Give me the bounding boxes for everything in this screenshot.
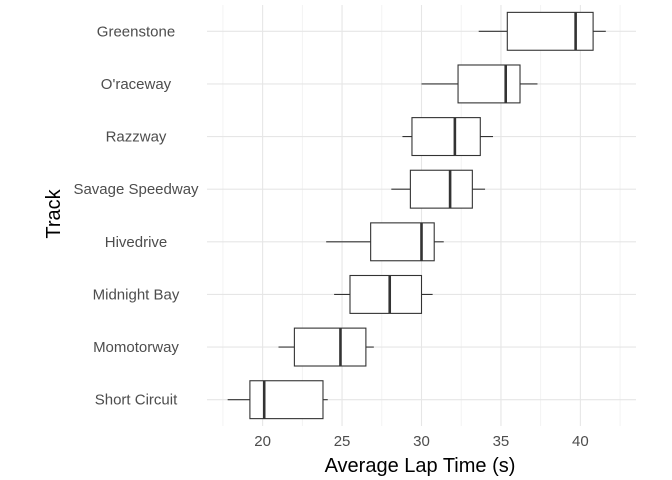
x-tick-label: 30: [413, 433, 430, 450]
box-2: [334, 274, 433, 314]
box-iqr: [457, 64, 521, 104]
box-iqr: [506, 11, 594, 51]
y-tick-label: O'raceway: [101, 76, 172, 93]
box-iqr: [409, 169, 473, 209]
y-axis-title: Track: [43, 188, 65, 238]
x-tick-label: 35: [493, 433, 510, 450]
y-tick-label: Midnight Bay: [93, 286, 180, 303]
y-tick-label: Razzway: [106, 129, 167, 146]
y-tick-label: Momotorway: [93, 339, 179, 356]
grid: [207, 5, 636, 426]
y-tick-label: Short Circuit: [95, 392, 178, 409]
y-tick-label: Hivedrive: [105, 234, 168, 251]
x-tick-label: 20: [254, 433, 271, 450]
box-7: [478, 11, 606, 51]
box-5: [402, 117, 493, 157]
boxes: [227, 11, 606, 420]
x-tick-labels: 20 25 30 35 40: [254, 433, 588, 450]
box-1: [278, 327, 374, 367]
box-0: [227, 380, 328, 420]
x-tick-label: 25: [334, 433, 351, 450]
y-tick-label: Savage Speedway: [73, 181, 199, 198]
y-tick-label: Greenstone: [97, 23, 175, 40]
box-iqr: [411, 117, 481, 157]
x-tick-label: 40: [572, 433, 589, 450]
box-6: [421, 64, 538, 104]
box-4: [391, 169, 486, 209]
y-tick-labels: Short Circuit Momotorway Midnight Bay Hived…: [73, 23, 199, 408]
x-axis-title: Average Lap Time (s): [325, 455, 516, 477]
box-iqr: [249, 380, 324, 420]
box-iqr: [370, 222, 435, 262]
box-iqr: [349, 274, 423, 314]
box-iqr: [293, 327, 367, 367]
box-3: [326, 222, 444, 262]
